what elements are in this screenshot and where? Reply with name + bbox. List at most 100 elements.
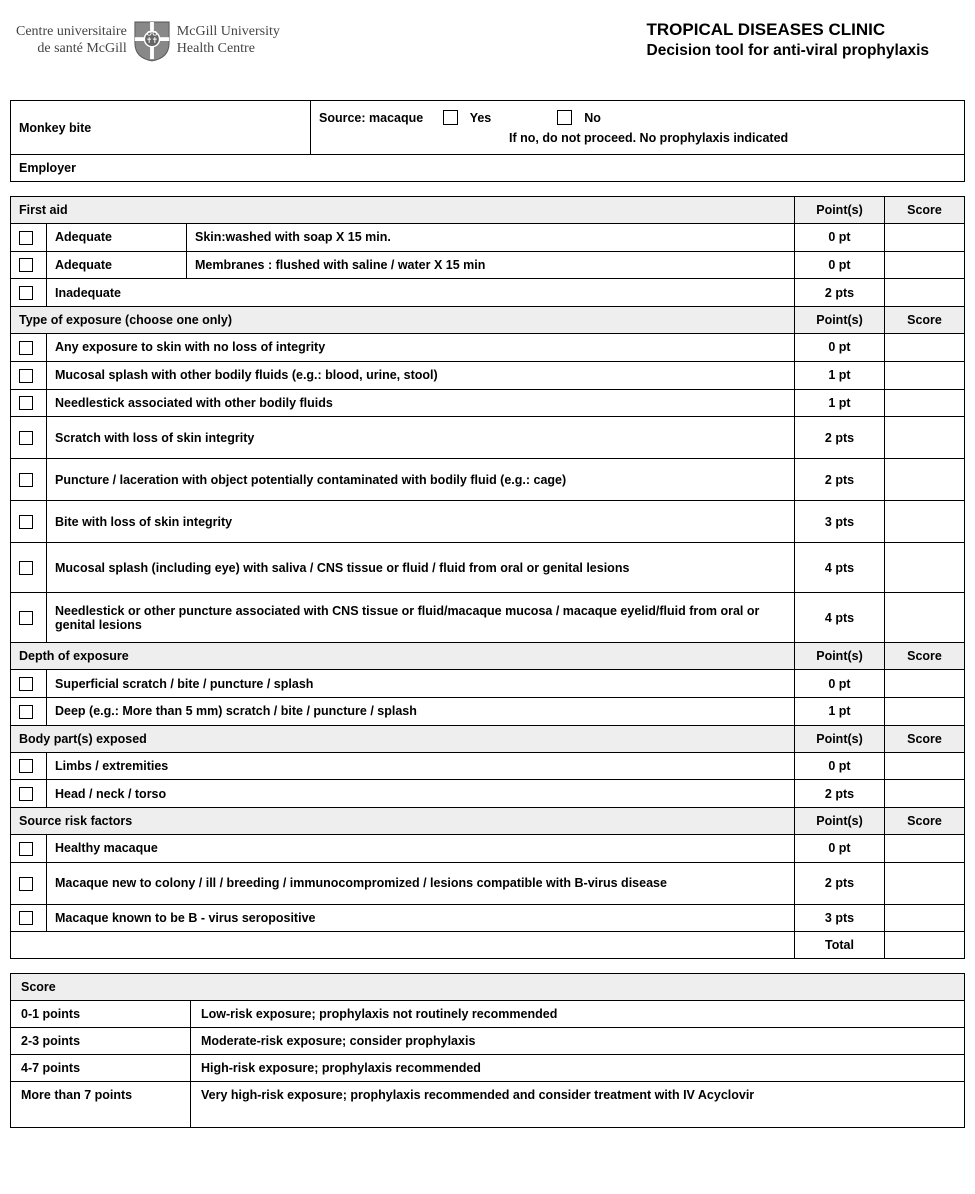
- row-score-input[interactable]: [885, 279, 965, 307]
- checkbox[interactable]: [19, 842, 33, 856]
- checkbox-cell: [11, 697, 47, 725]
- score-header: Score: [885, 307, 965, 334]
- title-line2: Decision tool for anti-viral prophylaxis: [647, 42, 930, 60]
- row-points: 0 pt: [795, 670, 885, 698]
- row-score-input[interactable]: [885, 501, 965, 543]
- logo-en-line2: Health Centre: [177, 41, 280, 58]
- intro-table: Monkey bite Source: macaque Yes No If no…: [10, 100, 965, 182]
- points-header: Point(s): [795, 307, 885, 334]
- row-score-input[interactable]: [885, 835, 965, 863]
- legend-header: Score: [11, 974, 965, 1001]
- checkbox[interactable]: [19, 369, 33, 383]
- scoring-row: AdequateMembranes : flushed with saline …: [11, 251, 965, 279]
- checkbox-cell: [11, 904, 47, 932]
- logo-text-en: McGill University Health Centre: [177, 24, 280, 58]
- row-points: 2 pts: [795, 417, 885, 459]
- row-score-input[interactable]: [885, 593, 965, 643]
- checkbox-source-yes[interactable]: [443, 110, 458, 125]
- row-score-input[interactable]: [885, 251, 965, 279]
- row-points: 2 pts: [795, 862, 885, 904]
- legend-desc: Low-risk exposure; prophylaxis not routi…: [191, 1001, 965, 1028]
- row-score-input[interactable]: [885, 459, 965, 501]
- checkbox[interactable]: [19, 877, 33, 891]
- row-score-input[interactable]: [885, 697, 965, 725]
- checkbox[interactable]: [19, 515, 33, 529]
- score-header: Score: [885, 197, 965, 224]
- row-points: 1 pt: [795, 389, 885, 417]
- row-points: 2 pts: [795, 279, 885, 307]
- checkbox-source-no[interactable]: [557, 110, 572, 125]
- checkbox[interactable]: [19, 677, 33, 691]
- scoring-row: Bite with loss of skin integrity3 pts: [11, 501, 965, 543]
- row-score-input[interactable]: [885, 780, 965, 808]
- checkbox-cell: [11, 224, 47, 252]
- checkbox[interactable]: [19, 396, 33, 410]
- row-score-input[interactable]: [885, 334, 965, 362]
- checkbox[interactable]: [19, 286, 33, 300]
- legend-range: More than 7 points: [11, 1082, 191, 1128]
- legend-range: 0-1 points: [11, 1001, 191, 1028]
- legend-desc: High-risk exposure; prophylaxis recommen…: [191, 1055, 965, 1082]
- logo-fr-line2: de santé McGill: [16, 41, 127, 58]
- checkbox[interactable]: [19, 473, 33, 487]
- row-score-input[interactable]: [885, 752, 965, 780]
- legend-desc: Very high-risk exposure; prophylaxis rec…: [191, 1082, 965, 1128]
- scoring-row: Puncture / laceration with object potent…: [11, 459, 965, 501]
- row-score-input[interactable]: [885, 862, 965, 904]
- section-title: Depth of exposure: [11, 643, 795, 670]
- row-points: 1 pt: [795, 697, 885, 725]
- section-title: Body part(s) exposed: [11, 725, 795, 752]
- legend-range: 2-3 points: [11, 1028, 191, 1055]
- checkbox-cell: [11, 501, 47, 543]
- checkbox[interactable]: [19, 231, 33, 245]
- checkbox[interactable]: [19, 705, 33, 719]
- checkbox-cell: [11, 334, 47, 362]
- row-score-input[interactable]: [885, 543, 965, 593]
- employer-field[interactable]: Employer: [11, 155, 965, 182]
- checkbox-cell: [11, 251, 47, 279]
- scoring-row: Superficial scratch / bite / puncture / …: [11, 670, 965, 698]
- row-extra: Skin:washed with soap X 15 min.: [187, 224, 795, 252]
- row-score-input[interactable]: [885, 361, 965, 389]
- logo-text-fr: Centre universitaire de santé McGill: [16, 24, 127, 58]
- points-header: Point(s): [795, 197, 885, 224]
- row-label: Puncture / laceration with object potent…: [47, 459, 795, 501]
- legend-header-row: Score: [11, 974, 965, 1001]
- legend-row: 0-1 pointsLow-risk exposure; prophylaxis…: [11, 1001, 965, 1028]
- checkbox[interactable]: [19, 561, 33, 575]
- checkbox[interactable]: [19, 431, 33, 445]
- row-points: 2 pts: [795, 459, 885, 501]
- checkbox[interactable]: [19, 911, 33, 925]
- section-title: Source risk factors: [11, 808, 795, 835]
- total-score-input[interactable]: [885, 932, 965, 959]
- section-header: Body part(s) exposedPoint(s)Score: [11, 725, 965, 752]
- checkbox[interactable]: [19, 258, 33, 272]
- row-score-input[interactable]: [885, 670, 965, 698]
- logo-fr-line1: Centre universitaire: [16, 24, 127, 41]
- row-score-input[interactable]: [885, 417, 965, 459]
- logo-en-line1: McGill University: [177, 24, 280, 41]
- source-label: Source: macaque: [319, 111, 423, 125]
- score-header: Score: [885, 725, 965, 752]
- document-title: TROPICAL DISEASES CLINIC Decision tool f…: [647, 20, 960, 60]
- checkbox[interactable]: [19, 787, 33, 801]
- checkbox-cell: [11, 361, 47, 389]
- row-points: 1 pt: [795, 361, 885, 389]
- row-score-input[interactable]: [885, 904, 965, 932]
- checkbox[interactable]: [19, 611, 33, 625]
- legend-range: 4-7 points: [11, 1055, 191, 1082]
- row-points: 0 pt: [795, 835, 885, 863]
- row-score-input[interactable]: [885, 224, 965, 252]
- legend-row: 2-3 pointsModerate-risk exposure; consid…: [11, 1028, 965, 1055]
- checkbox[interactable]: [19, 759, 33, 773]
- row-label: Mucosal splash with other bodily fluids …: [47, 361, 795, 389]
- checkbox[interactable]: [19, 341, 33, 355]
- scoring-row: Mucosal splash with other bodily fluids …: [11, 361, 965, 389]
- row-label: Bite with loss of skin integrity: [47, 501, 795, 543]
- points-header: Point(s): [795, 808, 885, 835]
- total-row: Total: [11, 932, 965, 959]
- row-score-input[interactable]: [885, 389, 965, 417]
- page-header: Centre universitaire de santé McGill McG…: [10, 20, 965, 62]
- checkbox-cell: [11, 459, 47, 501]
- row-label: Deep (e.g.: More than 5 mm) scratch / bi…: [47, 697, 795, 725]
